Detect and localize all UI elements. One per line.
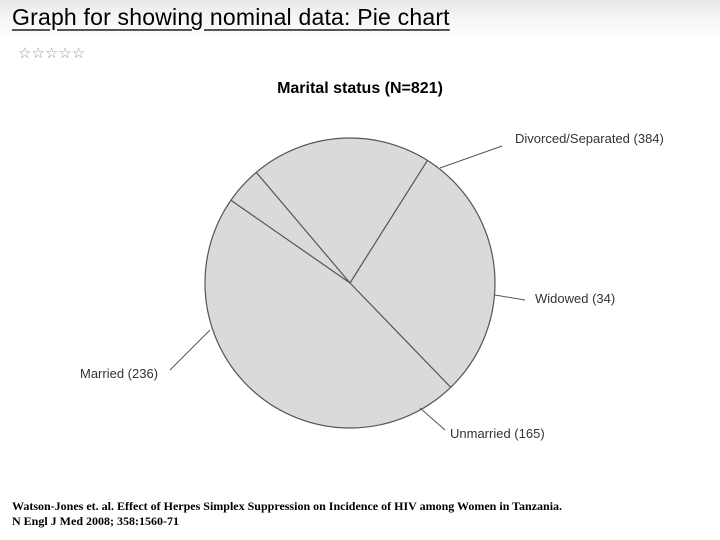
pie-chart: Divorced/Separated (384) Widowed (34) Unma…: [0, 108, 720, 468]
citation-line-1: Watson-Jones et. al. Effect of Herpes Si…: [12, 499, 562, 515]
slice-label: Widowed (34): [535, 291, 615, 306]
pie-svg: Divorced/Separated (384) Widowed (34) Unma…: [0, 108, 720, 468]
citation-line-2: N Engl J Med 2008; 358:1560-71: [12, 514, 562, 530]
citation: Watson-Jones et. al. Effect of Herpes Si…: [12, 499, 562, 530]
star-rating: ☆☆☆☆☆: [18, 44, 85, 62]
slice-label: Unmarried (165): [450, 426, 545, 441]
slice-label: Married (236): [80, 366, 158, 381]
star-icon: ☆: [31, 44, 44, 62]
chart-title: Marital status (N=821): [277, 80, 443, 98]
slice-label: Divorced/Separated (384): [515, 131, 664, 146]
slide-header: Graph for showing nominal data: Pie char…: [0, 0, 720, 42]
slide-title: Graph for showing nominal data: Pie char…: [12, 4, 708, 31]
star-icon: ☆: [72, 44, 85, 62]
star-icon: ☆: [45, 44, 58, 62]
star-icon: ☆: [58, 44, 71, 62]
star-icon: ☆: [18, 44, 31, 62]
